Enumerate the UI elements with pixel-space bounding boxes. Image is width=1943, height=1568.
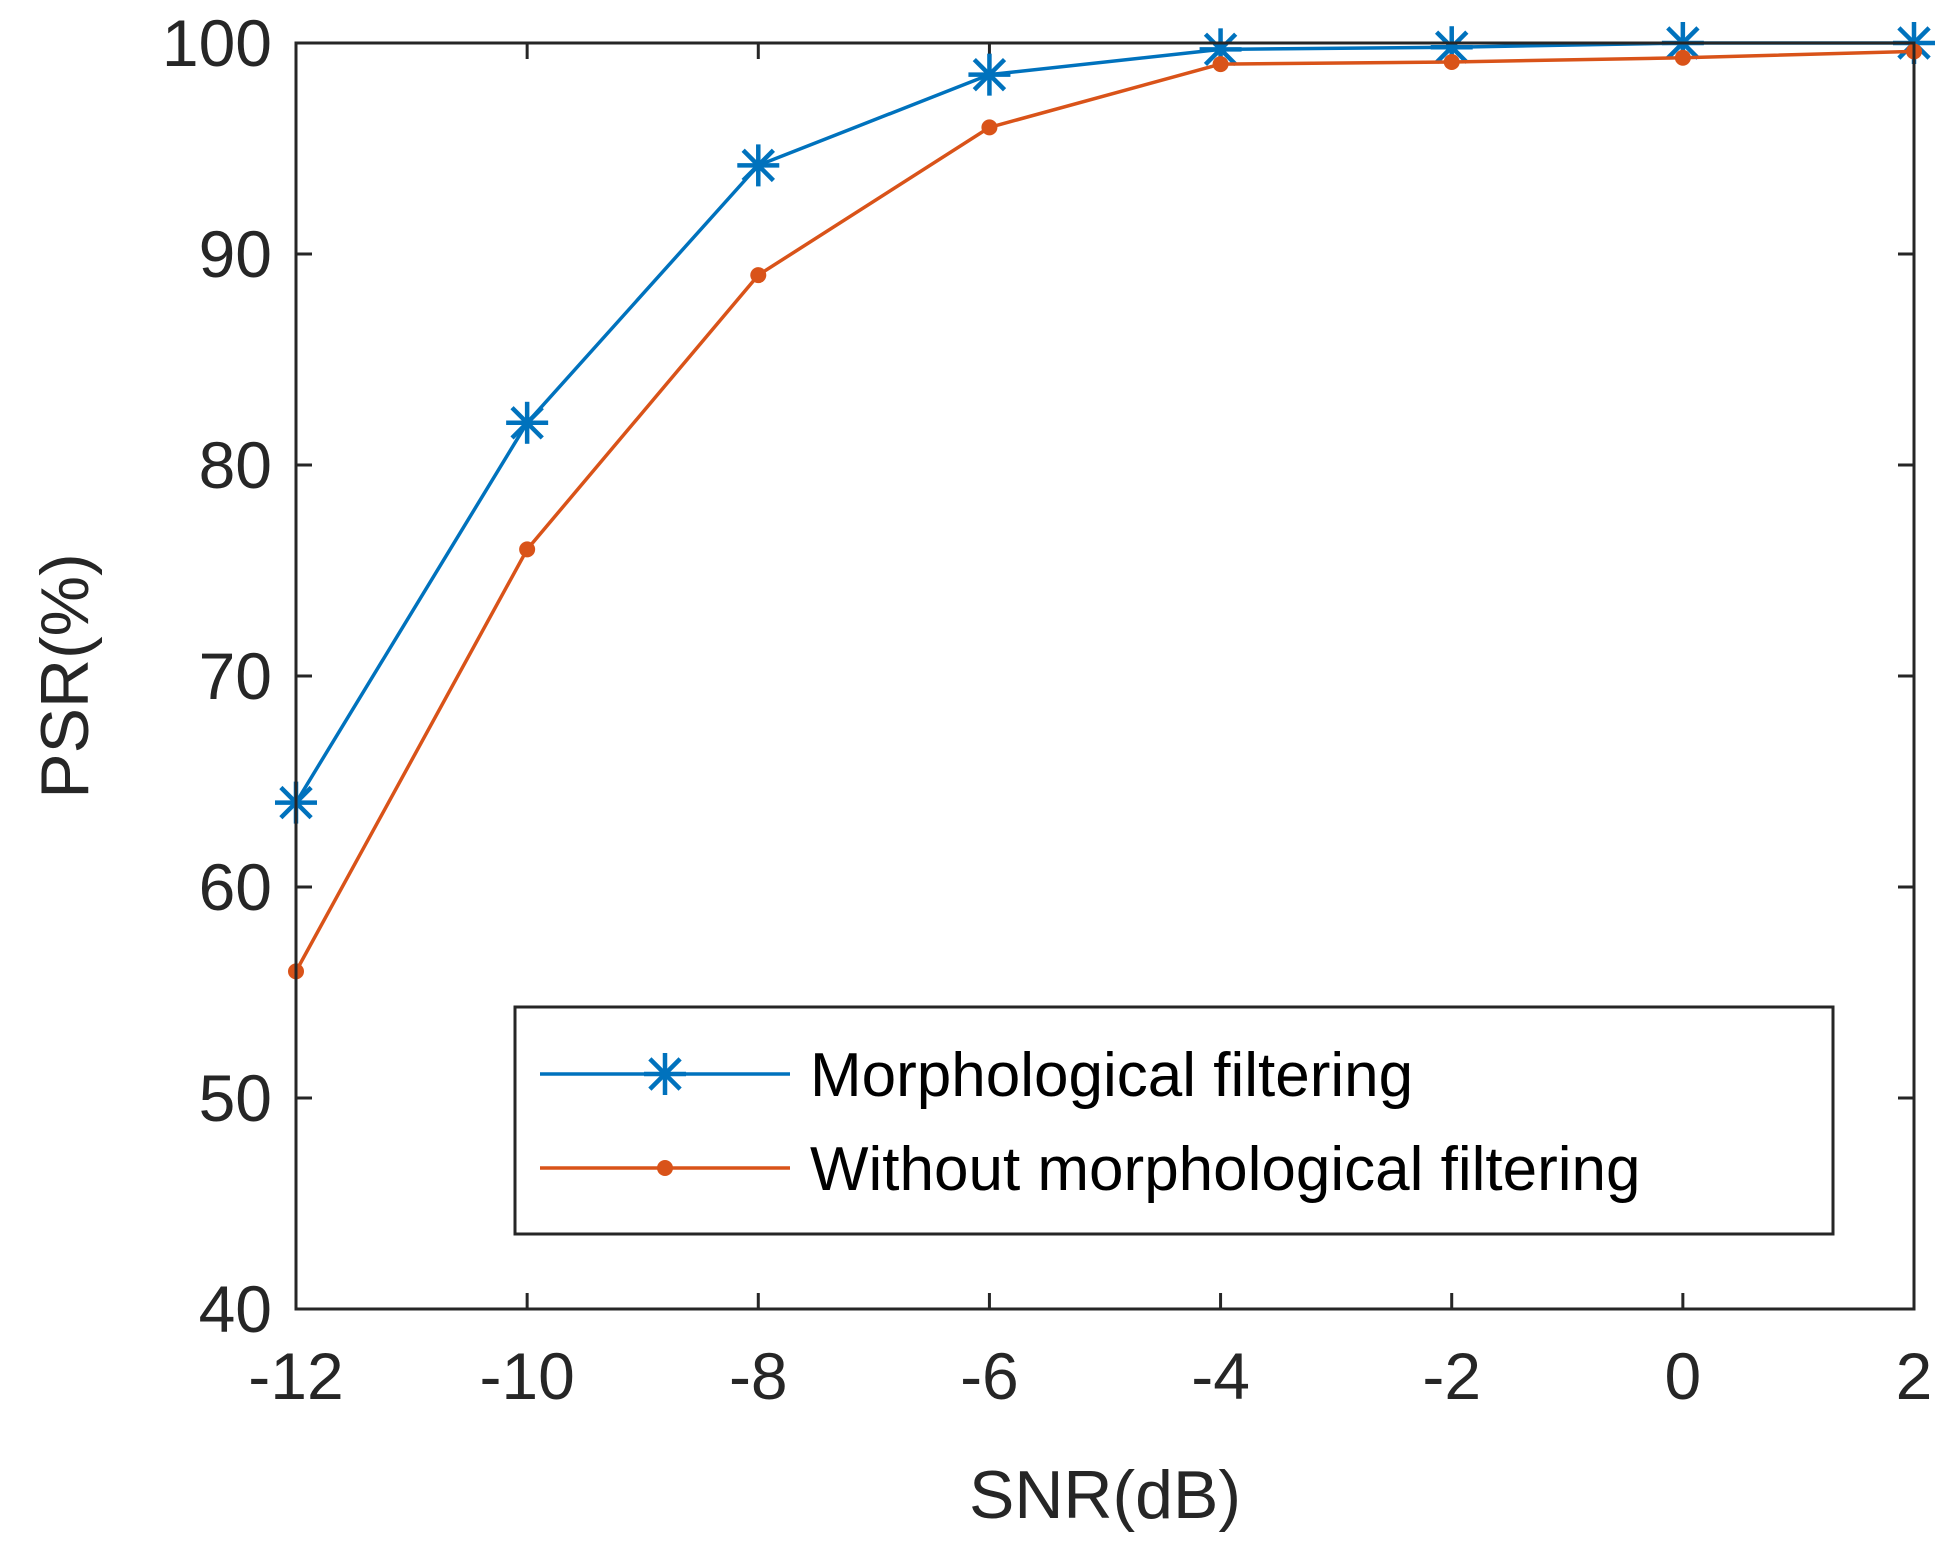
legend: Morphological filtering Without morpholog… [513, 1005, 1835, 1236]
data-point [1443, 53, 1460, 70]
x-tick-label: -10 [479, 1339, 574, 1413]
x-tick-label: -6 [960, 1339, 1019, 1413]
y-tick-label: 70 [199, 639, 272, 713]
y-tick-label: 60 [199, 850, 272, 924]
y-axis-label: PSR(%) [27, 553, 103, 799]
y-tick-label: 50 [199, 1061, 272, 1135]
legend-box [513, 1005, 1835, 1236]
legend-marker [644, 1053, 686, 1095]
x-tick-label: -4 [1191, 1339, 1250, 1413]
legend-label: Morphological filtering [810, 1041, 1413, 1110]
x-tick-label: -12 [248, 1339, 343, 1413]
data-point [981, 119, 998, 136]
data-point [750, 267, 767, 284]
series-line-2 [294, 49, 1915, 973]
legend-marker [657, 1160, 673, 1176]
data-point [737, 144, 780, 187]
tick-labels: -12 -10 -8 -6 -4 -2 0 2 40 50 60 70 80 90 100 [162, 6, 1932, 1413]
plot-frame [294, 41, 1916, 1311]
data-point [519, 541, 536, 558]
data-point [1430, 26, 1473, 69]
x-axis-label: SNR(dB) [969, 1457, 1241, 1533]
data-point [506, 401, 549, 444]
legend-label: Without morphological filtering [810, 1135, 1641, 1204]
data-point [1674, 49, 1691, 66]
data-point [1212, 56, 1229, 73]
x-tick-label: -8 [729, 1339, 788, 1413]
x-tick-label: 2 [1896, 1339, 1933, 1413]
y-tick-label: 80 [199, 428, 272, 502]
data-point [968, 53, 1011, 96]
x-tick-label: -2 [1422, 1339, 1481, 1413]
data-point [1199, 28, 1242, 71]
x-tick-label: 0 [1664, 1339, 1701, 1413]
y-tick-label: 40 [199, 1272, 272, 1346]
y-tick-label: 90 [199, 217, 272, 291]
y-tick-label: 100 [162, 6, 272, 80]
